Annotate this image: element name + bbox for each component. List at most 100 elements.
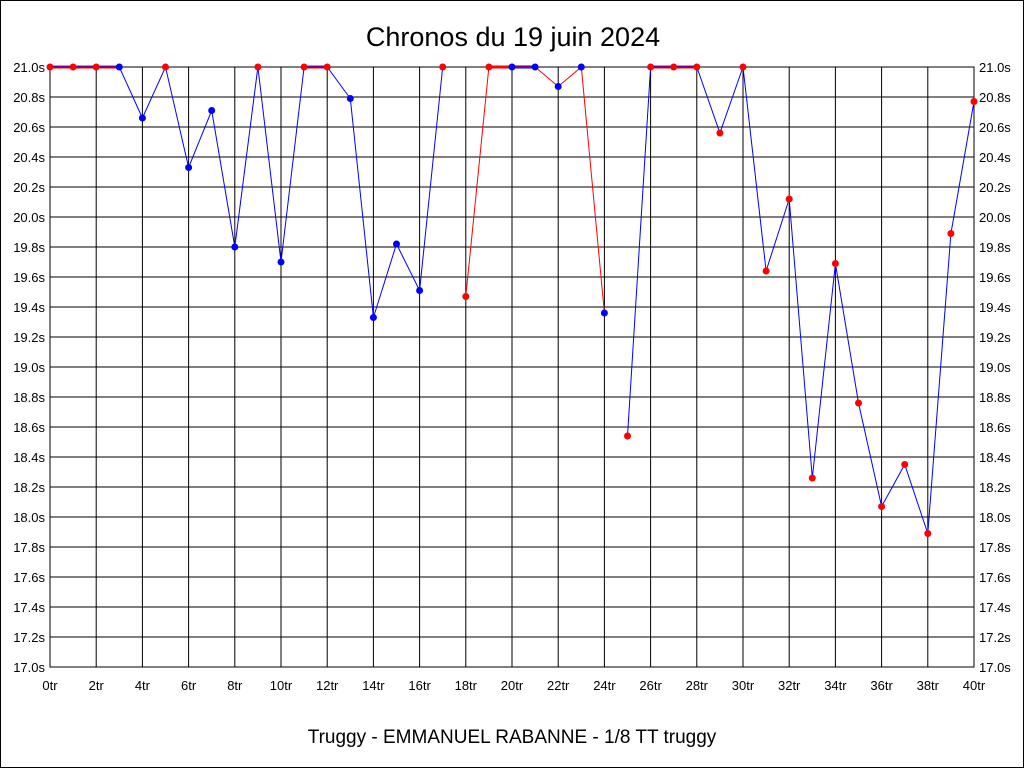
y-tick-label-right: 17.0s <box>979 660 1011 675</box>
data-point <box>924 530 932 537</box>
data-point <box>693 63 701 71</box>
data-point <box>901 461 909 468</box>
data-point <box>138 114 146 122</box>
y-tick-label-left: 17.0s <box>13 660 45 675</box>
data-point <box>92 63 100 71</box>
y-tick-label-right: 20.8s <box>979 90 1011 105</box>
x-tick-label: 18tr <box>455 678 478 693</box>
x-tick-label: 28tr <box>686 678 709 693</box>
x-tick-label: 34tr <box>824 678 847 693</box>
chart-title: Chronos du 19 juin 2024 <box>366 22 660 52</box>
y-tick-label-right: 18.6s <box>979 420 1011 435</box>
data-point <box>162 63 169 71</box>
y-tick-label-left: 21.0s <box>13 60 45 75</box>
x-tick-label: 38tr <box>917 678 940 693</box>
data-point <box>762 267 770 275</box>
x-tick-label: 40tr <box>963 678 986 693</box>
y-tick-label-right: 20.6s <box>979 120 1011 135</box>
y-tick-label-right: 20.2s <box>979 180 1011 195</box>
x-tick-label: 4tr <box>135 678 151 693</box>
x-tick-label: 22tr <box>547 678 570 693</box>
data-point <box>624 432 631 440</box>
data-point <box>69 63 77 71</box>
y-tick-label-left: 17.6s <box>13 570 45 585</box>
y-tick-label-left: 19.6s <box>13 270 45 285</box>
x-tick-label: 16tr <box>408 678 431 693</box>
y-tick-label-right: 17.2s <box>979 630 1011 645</box>
x-tick-label: 8tr <box>227 678 243 693</box>
x-axis: 0tr 2tr 4tr 6tr 8tr 10tr 12tr 14tr 16tr 18tr 20tr 2… <box>42 678 985 693</box>
data-point <box>416 287 424 294</box>
y-tick-label-right: 20.4s <box>979 150 1011 165</box>
data-point <box>323 63 331 71</box>
data-point <box>346 95 354 102</box>
y-tick-label-right: 19.2s <box>979 330 1011 345</box>
data-point <box>554 83 562 90</box>
y-tick-label-left: 19.2s <box>13 330 45 345</box>
y-tick-label-right: 18.8s <box>979 390 1011 405</box>
y-tick-label-right: 19.0s <box>979 360 1011 375</box>
chart-caption: Truggy - EMMANUEL RABANNE - 1/8 TT trugg… <box>308 727 717 748</box>
data-point <box>462 293 470 300</box>
data-point <box>185 164 193 171</box>
y-axis-left: 17.0s 17.2s 17.4s 17.6s 17.8s 18.0s 18.2s 18.4s… <box>13 60 45 675</box>
data-point <box>878 503 886 510</box>
y-tick-label-left: 19.4s <box>13 300 45 315</box>
data-point <box>947 230 955 237</box>
series-line-red <box>465 66 605 314</box>
data-point <box>485 63 493 71</box>
data-point <box>577 63 585 71</box>
data-point <box>970 98 978 105</box>
y-tick-label-right: 18.0s <box>979 510 1011 525</box>
y-tick-label-right: 19.6s <box>979 270 1011 285</box>
x-tick-label: 6tr <box>181 678 197 693</box>
data-point <box>531 63 539 71</box>
y-tick-label-left: 19.8s <box>13 240 45 255</box>
y-tick-label-left: 18.6s <box>13 420 45 435</box>
data-point <box>277 258 285 266</box>
x-tick-label: 10tr <box>270 678 293 693</box>
y-axis-right: 17.0s 17.2s 17.4s 17.6s 17.8s 18.0s 18.2s 18.4s… <box>979 60 1011 675</box>
data-point <box>208 107 216 114</box>
data-point <box>670 63 678 71</box>
y-tick-label-left: 18.8s <box>13 390 45 405</box>
y-tick-label-left: 17.4s <box>13 600 45 615</box>
series-line-blue <box>50 65 444 318</box>
y-tick-label-right: 17.8s <box>979 540 1011 555</box>
x-tick-label: 36tr <box>870 678 893 693</box>
data-point <box>855 399 862 407</box>
y-tick-label-left: 20.2s <box>13 180 45 195</box>
y-tick-label-left: 20.0s <box>13 210 45 225</box>
data-point <box>300 63 308 71</box>
y-tick-label-left: 20.4s <box>13 150 45 165</box>
data-point <box>231 243 239 251</box>
x-tick-label: 20tr <box>501 678 524 693</box>
data-point <box>508 63 516 71</box>
x-tick-label: 30tr <box>732 678 755 693</box>
y-tick-label-right: 18.4s <box>979 450 1011 465</box>
series-markers <box>46 63 978 537</box>
data-point <box>600 309 608 317</box>
data-point <box>439 63 447 71</box>
y-tick-label-left: 17.8s <box>13 540 45 555</box>
y-tick-label-left: 17.2s <box>13 630 45 645</box>
x-tick-label: 12tr <box>316 678 339 693</box>
y-tick-label-right: 19.8s <box>979 240 1011 255</box>
data-point <box>46 63 54 71</box>
x-tick-label: 26tr <box>639 678 662 693</box>
y-tick-label-right: 20.0s <box>979 210 1011 225</box>
x-tick-label: 14tr <box>362 678 385 693</box>
x-tick-label: 24tr <box>593 678 616 693</box>
data-point <box>115 63 123 71</box>
y-tick-label-left: 18.4s <box>13 450 45 465</box>
data-point <box>393 240 400 248</box>
data-point <box>739 63 747 71</box>
x-tick-label: 32tr <box>778 678 801 693</box>
y-tick-label-right: 17.6s <box>979 570 1011 585</box>
x-tick-label: 2tr <box>89 678 105 693</box>
y-tick-label-left: 18.0s <box>13 510 45 525</box>
y-tick-label-left: 20.8s <box>13 90 45 105</box>
data-point <box>716 129 724 137</box>
data-point <box>808 474 816 482</box>
